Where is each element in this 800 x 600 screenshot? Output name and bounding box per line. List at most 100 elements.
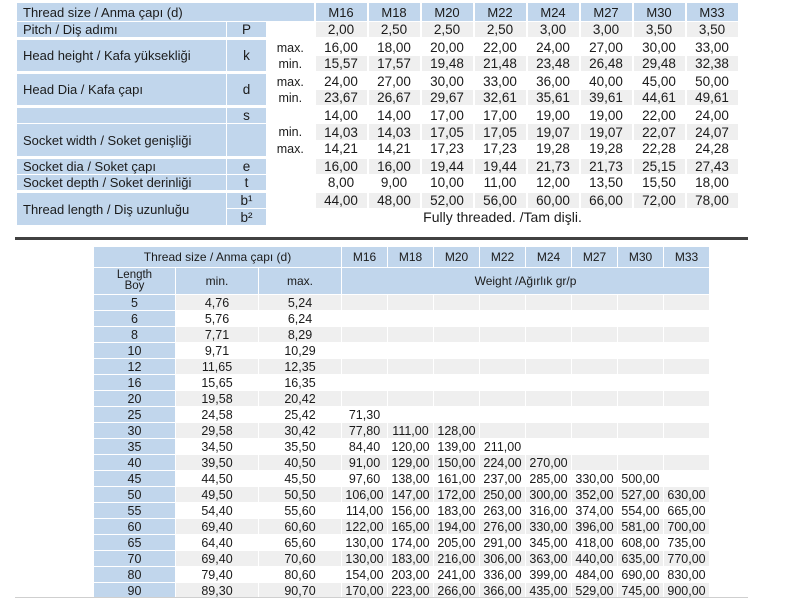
spec-value: 3,50 [631, 21, 687, 39]
weight-value: 205,00 [433, 534, 480, 551]
weight-value [571, 310, 618, 327]
spec-value: 66,00 [578, 190, 634, 209]
weight-value: 174,00 [387, 534, 434, 551]
min-value: 29,58 [175, 422, 259, 439]
weight-value: 111,00 [387, 422, 434, 439]
spec-value: 16,00 [366, 156, 422, 175]
max-value: 60,60 [258, 518, 342, 535]
weight-value [617, 374, 664, 391]
weight-value [433, 374, 480, 391]
weight-value [341, 310, 388, 327]
weight-value [433, 310, 480, 327]
min-value: 44,50 [175, 470, 259, 487]
min-value: 4,76 [175, 294, 259, 311]
weight-value [341, 342, 388, 359]
weight-value: 608,00 [617, 534, 664, 551]
spec-value: 56,00 [472, 190, 528, 209]
size-column-header: M24 [525, 2, 581, 22]
spec-value: 21,73 [578, 156, 634, 175]
spec-value: 18,00 [366, 37, 422, 56]
length-value: 12 [93, 358, 176, 375]
spec-value: 24,00 [684, 105, 740, 124]
spec-value: 11,00 [472, 174, 528, 192]
spec-value: 35,61 [525, 89, 581, 107]
spec-row-symbol: e [226, 156, 267, 175]
weight-value: 237,00 [479, 470, 526, 487]
spec-value: 16,00 [313, 156, 369, 175]
spec-value: 19,28 [578, 140, 634, 158]
weight-value: 363,00 [525, 550, 572, 567]
length-value: 10 [93, 342, 176, 359]
spec-value: 18,00 [684, 174, 740, 192]
spec-value: 22,07 [631, 123, 687, 141]
spec-row-symbol: b² [226, 208, 267, 226]
weight-value [663, 294, 710, 311]
weight-value: 156,00 [387, 502, 434, 519]
spec-value: 15,50 [631, 174, 687, 192]
length-column-header: Length Boy [93, 267, 176, 295]
min-value: 19,58 [175, 390, 259, 407]
spec-value: 25,15 [631, 156, 687, 175]
spec-value: 14,21 [366, 140, 422, 158]
max-value: 10,29 [258, 342, 342, 359]
weight-value [525, 374, 572, 391]
weight-value [571, 422, 618, 439]
length-value: 20 [93, 390, 176, 407]
weight-value: 106,00 [341, 486, 388, 503]
spec-value: 14,00 [313, 105, 369, 124]
weight-value [525, 342, 572, 359]
min-value: 34,50 [175, 438, 259, 455]
weight-value [479, 310, 526, 327]
weight-value [617, 390, 664, 407]
weight-value: 330,00 [571, 470, 618, 487]
spec-value: 19,44 [419, 156, 475, 175]
weight-value [525, 310, 572, 327]
spec-value: 30,00 [419, 71, 475, 90]
spec-value: 17,23 [472, 140, 528, 158]
spec-value: 21,73 [525, 156, 581, 175]
spec-value: 14,00 [366, 105, 422, 124]
weight-value: 71,30 [341, 406, 388, 423]
spec-value: 26,67 [366, 89, 422, 107]
size-column-header: M33 [663, 246, 710, 268]
spec-row-label: Socket dia / Soket çapı [16, 156, 227, 175]
spec-row-symbol: d [226, 71, 267, 107]
length-value: 90 [93, 582, 176, 599]
weight-group-header: Weight /Ağırlık gr/p [341, 267, 710, 295]
weight-value: 194,00 [433, 518, 480, 535]
weight-value [571, 454, 618, 471]
weight-value: 735,00 [663, 534, 710, 551]
spec-value: 26,48 [578, 55, 634, 73]
weight-value: 529,00 [571, 582, 618, 599]
spec-value: 2,50 [366, 21, 422, 39]
max-value: 8,29 [258, 326, 342, 343]
spec-value: 19,00 [525, 105, 581, 124]
weight-value [571, 294, 618, 311]
weight-value [479, 326, 526, 343]
weight-value: 130,00 [341, 550, 388, 567]
weight-value [571, 374, 618, 391]
tolerance-label [265, 174, 316, 192]
min-value: 11,65 [175, 358, 259, 375]
min-value: 69,40 [175, 518, 259, 535]
spec-value: 27,00 [366, 71, 422, 90]
bottom-rule [15, 597, 748, 598]
length-label-tr: Boy [124, 280, 145, 292]
spec-value: 60,00 [525, 190, 581, 209]
weight-value [571, 342, 618, 359]
weight-value [525, 438, 572, 455]
spec-row-label: Head height / Kafa yüksekliği [16, 37, 227, 73]
spec-row-label: Socket depth / Soket derinliği [16, 174, 227, 192]
weight-value [617, 422, 664, 439]
min-value: 39,50 [175, 454, 259, 471]
weight-value [617, 342, 664, 359]
spec-row-symbol: k [226, 37, 267, 73]
spec-value: 27,00 [578, 37, 634, 56]
weight-value: 336,00 [479, 566, 526, 583]
spec-value: 32,38 [684, 55, 740, 73]
weight-value [479, 358, 526, 375]
size-column-header: M27 [571, 246, 618, 268]
spec-value: 17,05 [472, 123, 528, 141]
weight-value [663, 454, 710, 471]
min-value: 15,65 [175, 374, 259, 391]
